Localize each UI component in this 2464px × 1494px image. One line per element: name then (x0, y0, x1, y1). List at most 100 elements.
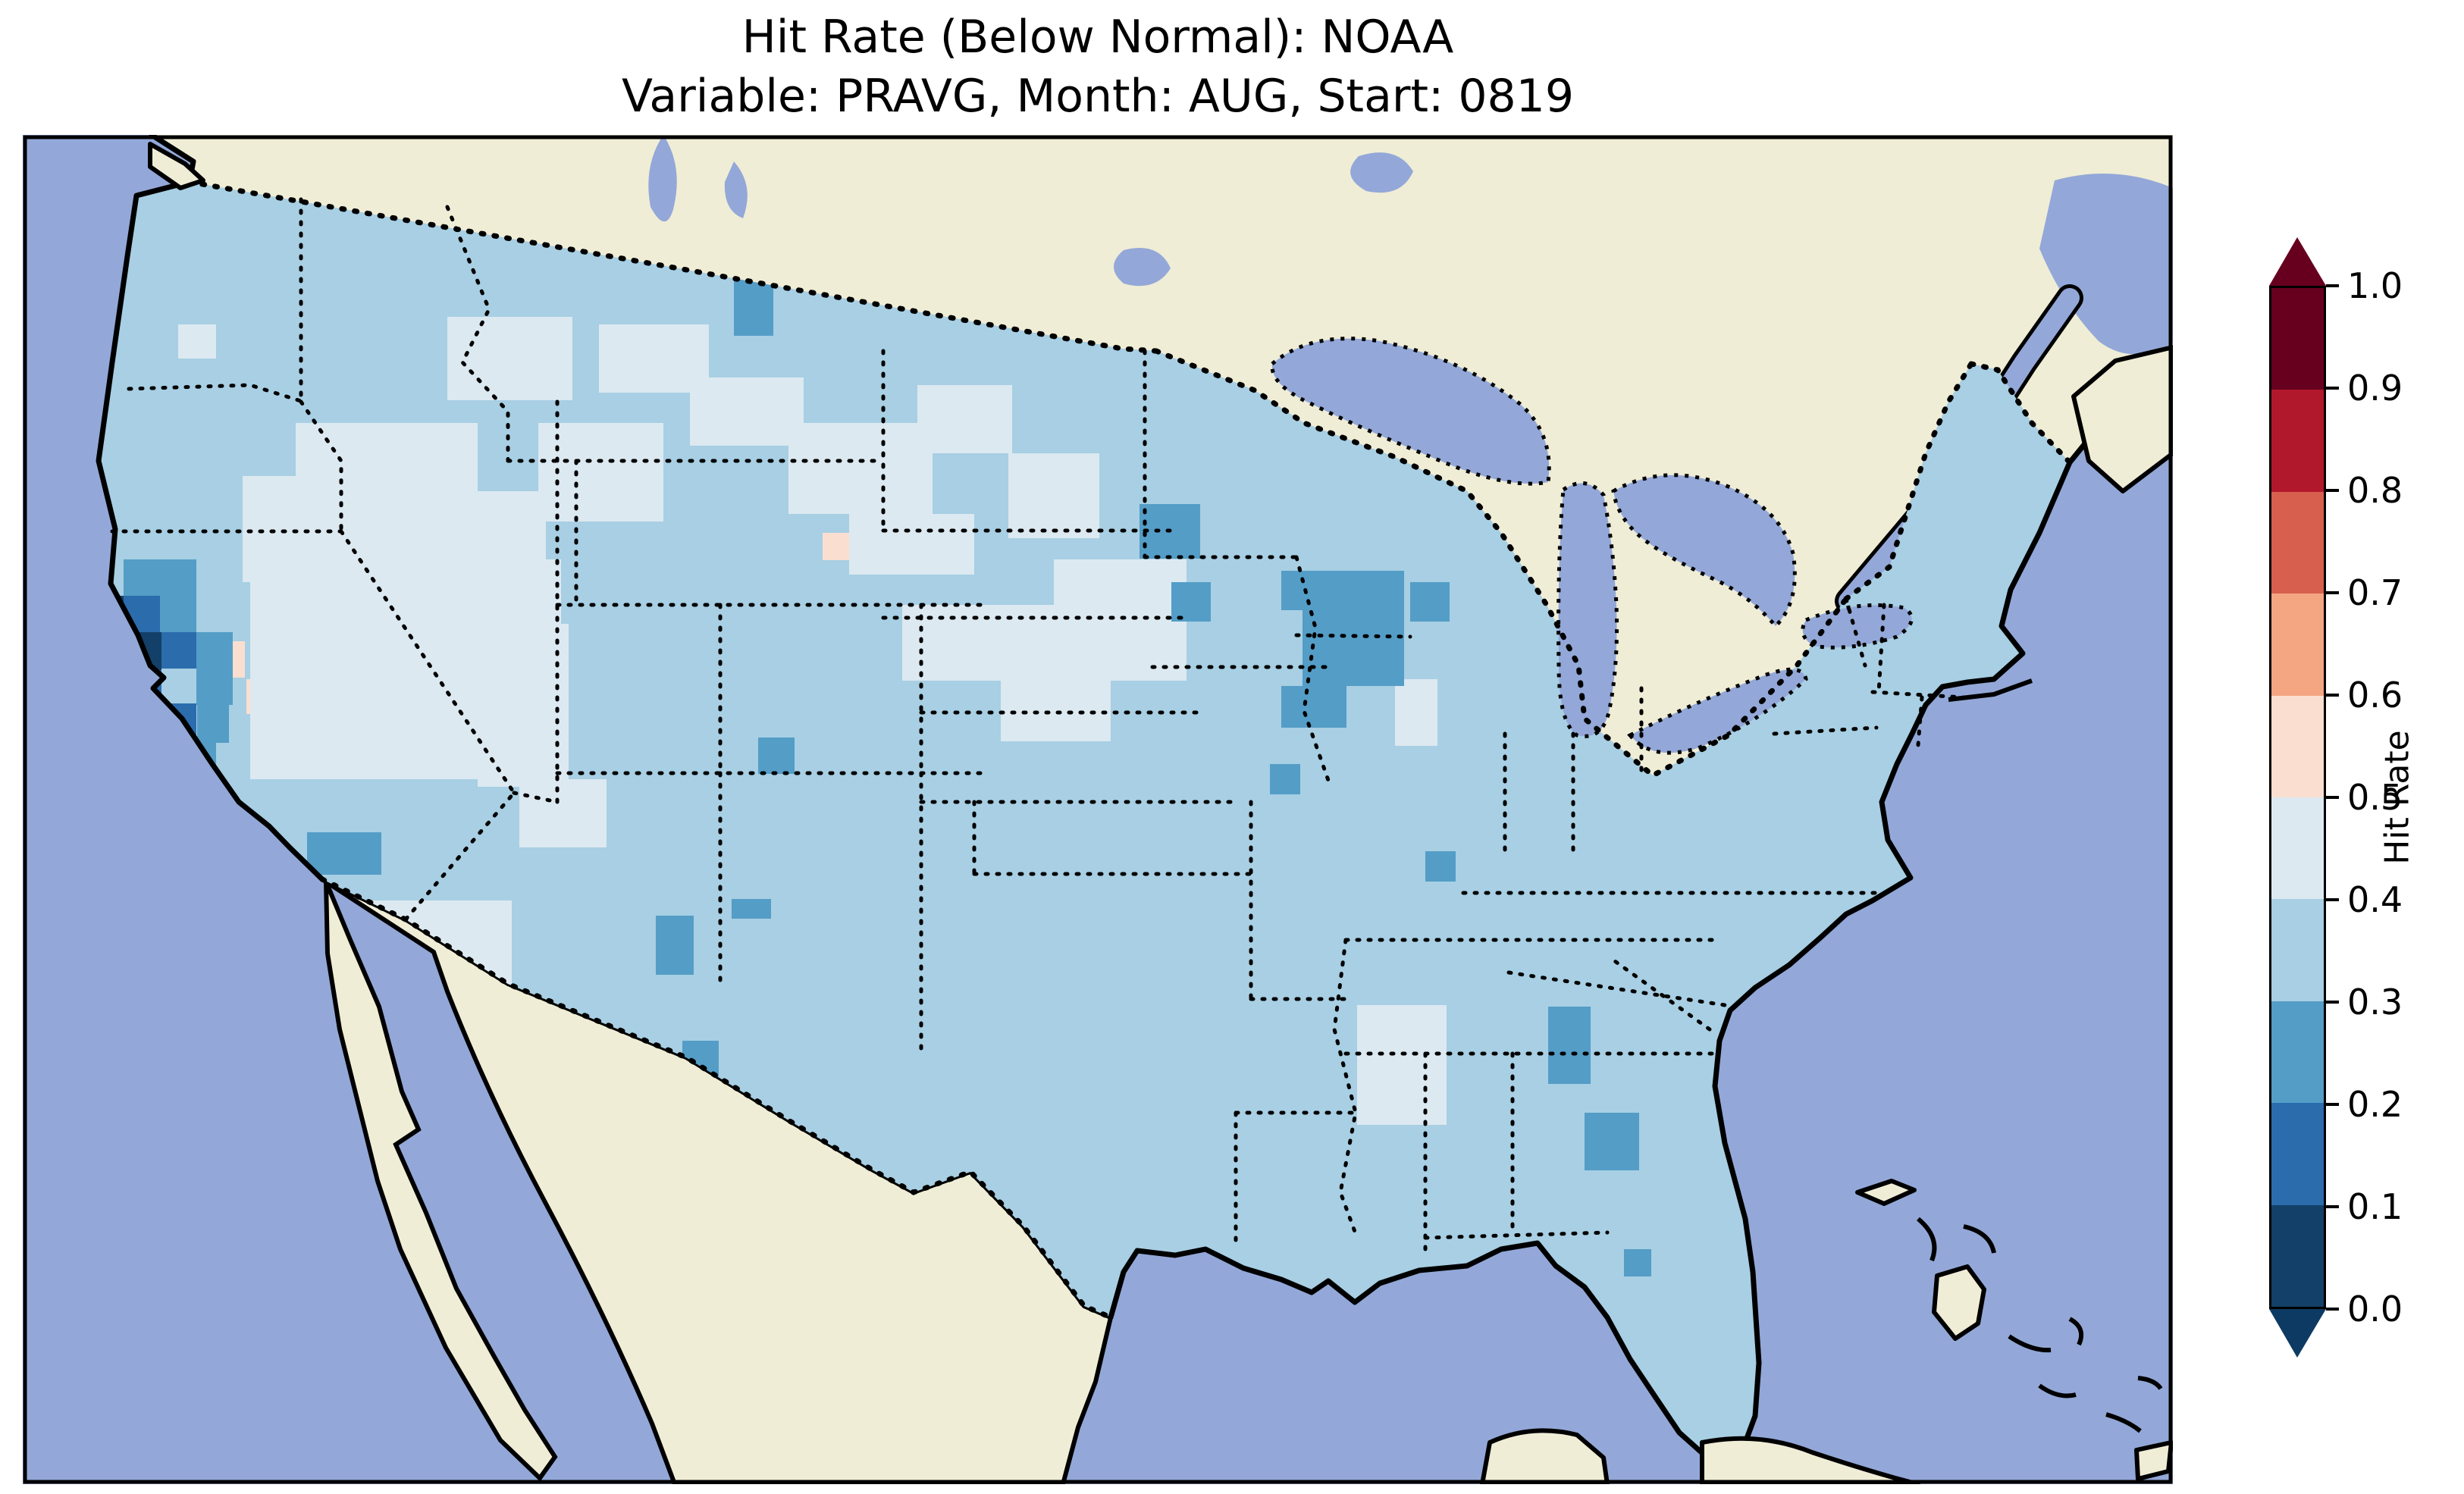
hit-rate-cell-0.4-0.5 (849, 514, 974, 575)
hit-rate-cell-0.2-0.3 (1425, 851, 1456, 882)
hit-rate-cell-0.4-0.5 (1008, 453, 1099, 538)
hit-rate-cell-0.1-0.2 (160, 632, 196, 669)
andros-island (1932, 1264, 1986, 1341)
hit-rate-cell-0.2-0.3 (656, 916, 694, 975)
colorbar-tick-label: 1.0 (2347, 265, 2403, 306)
hit-rate-cell-0.4-0.5 (447, 317, 572, 400)
long-island (1948, 678, 2033, 702)
bahamas-cays (1917, 1217, 2163, 1433)
grand-bahama (1855, 1179, 1917, 1206)
chart-subtitle: Variable: PRAVG, Month: AUG, Start: 0819 (621, 70, 1575, 123)
hit-rate-cell-0.2-0.3 (160, 596, 196, 632)
colorbar-tick-label: 0.7 (2347, 572, 2403, 613)
hit-rate-cell-0.2-0.3 (732, 899, 771, 919)
colorbar-tick-label: 0.8 (2347, 470, 2403, 511)
hit-rate-cell-0.2-0.3 (1281, 686, 1346, 728)
hit-rate-cell-0.4-0.5 (519, 779, 607, 847)
gulf-atlantic-coastline (1108, 459, 2073, 1471)
colorbar-tick-label: 0.6 (2347, 675, 2403, 716)
us-hit-rate-map (23, 135, 2173, 1484)
colorbar-segment-0.9-1.0 (2271, 288, 2324, 390)
hit-rate-cell-0.2-0.3 (1624, 1249, 1651, 1276)
colorbar-tick-label: 0.3 (2347, 982, 2403, 1023)
vancouver-island (148, 142, 205, 190)
hit-rate-cell-0.5-0.6 (823, 533, 850, 560)
hispaniola-tip (2134, 1440, 2173, 1481)
hit-rate-cell-0.2-0.3 (1410, 582, 1450, 622)
hit-rate-cell-0.4-0.5 (1357, 1005, 1447, 1125)
colorbar (2269, 286, 2326, 1309)
lake-winnipeg (648, 135, 677, 222)
colorbar-segment-0.8-0.9 (2271, 390, 2324, 492)
yucatan-peninsula (1480, 1428, 1610, 1484)
international-borders (187, 179, 2073, 1320)
hit-rate-cell-0.2-0.3 (1270, 764, 1300, 794)
hit-rate-cell-0.4-0.5 (917, 385, 1012, 453)
colorbar-segment-0.6-0.7 (2271, 594, 2324, 696)
colorbar-tick-mark (2326, 1103, 2339, 1106)
map-frame (23, 135, 2173, 1484)
baja-california (324, 880, 558, 1482)
hit-rate-cell-0.2-0.3 (307, 832, 381, 875)
canada-landmass (152, 135, 2173, 775)
lake-of-the-woods (1114, 248, 1171, 287)
colorbar-tick-label: 0.1 (2347, 1186, 2403, 1227)
lake-erie (1627, 667, 1808, 755)
colorbar-tick-mark (2326, 796, 2339, 799)
colorbar-tick-label: 0.0 (2347, 1289, 2403, 1330)
colorbar-tick-label: 0.5 (2347, 777, 2403, 818)
hit-rate-cell-0.2-0.3 (1171, 582, 1211, 622)
colorbar-tick-mark (2326, 1308, 2339, 1311)
hit-rate-cell-0.4-0.5 (788, 423, 933, 514)
hit-rate-cell-0.4-0.5 (296, 423, 478, 495)
colorbar-tick-label: 0.4 (2347, 879, 2403, 920)
hit-rate-cell-0.2-0.3 (124, 559, 196, 596)
state-borders (110, 197, 1966, 1251)
colorbar-tick-mark (2326, 591, 2339, 594)
hit-rate-cell-0.2-0.3 (1585, 1113, 1639, 1170)
colorbar-extend-above-arrow (2269, 237, 2326, 286)
colorbar-tick-mark (2326, 898, 2339, 901)
colorbar-tick-mark (2326, 489, 2339, 492)
hit-rate-cell-0.4-0.5 (1054, 559, 1187, 681)
lake-nipigon (1350, 152, 1413, 193)
islands (148, 142, 2173, 1484)
colorbar-segment-0.3-0.4 (2271, 899, 2324, 1001)
lake-huron (1611, 473, 1797, 629)
hit-rate-cell-0.2-0.3 (197, 705, 229, 743)
colorbar-tick-label: 0.2 (2347, 1084, 2403, 1125)
hit-rate-cell-0.4-0.5 (690, 377, 804, 446)
colorbar-segment-0.7-0.8 (2271, 491, 2324, 594)
colorbar-axis-label: Hit Rate (2378, 730, 2417, 865)
great-lakes (1270, 337, 1914, 755)
lake-superior (1270, 337, 1551, 486)
colorbar-segment-0.0-0.1 (2271, 1204, 2324, 1308)
hit-rate-cell-0.4-0.5 (178, 324, 216, 359)
hit-rate-cell-0.4-0.5 (478, 624, 569, 787)
colorbar-segment-0.5-0.6 (2271, 695, 2324, 798)
hit-rate-cell-0.2-0.3 (1303, 610, 1404, 686)
hit-rate-cell-0.4-0.5 (341, 666, 485, 779)
colorbar-segment-0.1-0.2 (2271, 1103, 2324, 1205)
hit-rate-cell-0.4-0.5 (250, 688, 349, 779)
hit-rate-cell-0.2-0.3 (758, 738, 795, 774)
hit-rate-cell-0.4-0.5 (1395, 679, 1437, 746)
colorbar-tick-mark (2326, 1001, 2339, 1004)
lake-michigan (1556, 481, 1619, 738)
colorbar-extend-below-arrow (2269, 1309, 2326, 1358)
chart-title: Hit Rate (Below Normal): NOAA (741, 11, 1454, 64)
hit-rate-cell-0.2-0.3 (1281, 571, 1404, 610)
colorbar-tick-label: 0.9 (2347, 368, 2403, 409)
colorbar-tick-mark (2326, 694, 2339, 697)
lake-manitoba (724, 161, 748, 218)
colorbar-tick-mark (2326, 284, 2339, 287)
colorbar-tick-mark (2326, 1205, 2339, 1208)
hit-rate-cell-0.2-0.3 (1548, 1007, 1591, 1084)
colorbar-segment-0.2-0.3 (2271, 1001, 2324, 1104)
nova-scotia (2071, 345, 2173, 493)
cuba (1700, 1436, 1920, 1484)
colorbar-tick-mark (2326, 387, 2339, 390)
pacific-coastline (96, 179, 325, 882)
hit-rate-cell-0.2-0.3 (196, 632, 233, 705)
